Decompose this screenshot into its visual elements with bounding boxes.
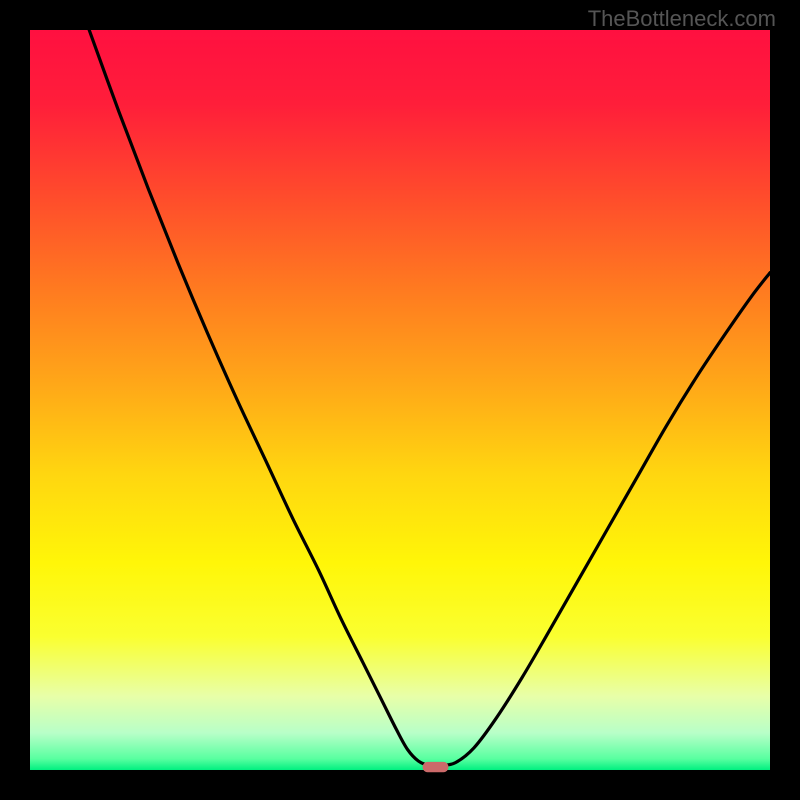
plot-background [30,30,770,770]
optimal-point-marker [423,762,449,772]
chart-container: TheBottleneck.com [0,0,800,800]
attribution-text: TheBottleneck.com [588,6,776,32]
bottleneck-chart [0,0,800,800]
